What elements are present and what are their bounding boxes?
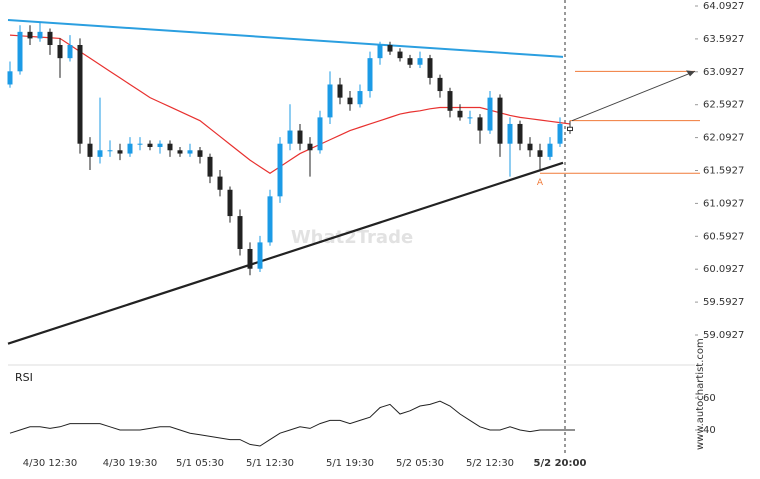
moving-average [9, 34, 571, 175]
candle-body [257, 242, 263, 269]
y-tick-label: 40 [703, 425, 716, 436]
candle-body [137, 143, 143, 145]
candle-body [227, 189, 233, 217]
candle-body [177, 150, 183, 154]
y-tick-label: 64.0927 [703, 1, 744, 12]
x-tick-label: 5/2 05:30 [396, 458, 444, 469]
support-line [7, 161, 564, 345]
candle-body [297, 130, 303, 144]
candle-body [537, 150, 543, 157]
candle-body [267, 196, 273, 243]
candle-body [467, 117, 473, 119]
candle-body [307, 143, 313, 151]
watermark: What2Trade [291, 227, 413, 248]
candle-body [57, 44, 63, 59]
candle-body [507, 123, 513, 144]
candle-body [447, 91, 453, 111]
candle-body [527, 143, 533, 151]
y-tick-label: 63.0927 [703, 67, 744, 78]
y-tick-label: 62.0927 [703, 133, 744, 144]
candle-body [477, 117, 483, 131]
y-tick-label: 59.5927 [703, 297, 744, 308]
candle-body [47, 31, 53, 45]
x-tick-label: 4/30 12:30 [23, 458, 77, 469]
candle-body [457, 110, 463, 118]
resistance-line [7, 18, 564, 58]
candle-body [167, 143, 173, 151]
x-tick-label: 5/1 05:30 [176, 458, 224, 469]
candle-body [337, 84, 343, 98]
forecast-arrow [571, 70, 696, 122]
candle-body [397, 51, 403, 59]
x-tick-label: 4/30 19:30 [103, 458, 157, 469]
candle-body [87, 143, 93, 157]
candle-body [247, 248, 253, 269]
y-tick-label: 61.5927 [703, 166, 744, 177]
candle-body [17, 31, 23, 72]
candle-body [147, 143, 153, 147]
candle-body [427, 58, 433, 78]
y-tick-label: 63.5927 [703, 34, 744, 45]
candle-body [387, 44, 393, 52]
candle-body [417, 58, 423, 65]
candle-body [27, 31, 33, 39]
candle-body [107, 150, 113, 152]
candle-body [197, 150, 203, 157]
candle-body [7, 71, 13, 85]
candle-body [547, 143, 553, 157]
candle-body [567, 126, 573, 132]
candle-body [77, 44, 83, 144]
pivot-label: A [537, 178, 544, 188]
candle-body [407, 58, 413, 65]
candle-body [517, 123, 523, 144]
candle-body [117, 150, 123, 154]
candle-body [327, 84, 333, 118]
candle-body [377, 44, 383, 59]
candle-body [287, 130, 293, 144]
y-tick-label: 62.5927 [703, 100, 744, 111]
candle-body [217, 176, 223, 190]
y-tick-label: 60 [703, 393, 716, 404]
y-tick-label: 59.0927 [703, 330, 744, 341]
candle-body [347, 97, 353, 105]
candle-body [357, 91, 363, 105]
x-tick-label: 5/1 12:30 [246, 458, 294, 469]
x-tick-label: 5/1 19:30 [326, 458, 374, 469]
candle-body [67, 44, 73, 59]
candle-body [187, 150, 193, 154]
candle-body [277, 143, 283, 197]
candle-body [157, 143, 163, 147]
candle-body [237, 216, 243, 249]
candle-body [37, 31, 43, 39]
candle-body [557, 123, 563, 144]
candle-body [497, 97, 503, 144]
rsi-title: RSI [15, 371, 33, 384]
rsi-line [9, 400, 570, 447]
candle-body [317, 117, 323, 151]
candle-body [437, 77, 443, 92]
candle-body [97, 150, 103, 157]
y-tick-label: 61.0927 [703, 198, 744, 209]
y-tick-label: 60.5927 [703, 231, 744, 242]
credit: www.autochartist.com [695, 338, 706, 450]
x-tick-label: 5/2 20:00 [534, 458, 587, 469]
y-tick-label: 60.0927 [703, 264, 744, 275]
candle-body [207, 156, 213, 177]
candle-body [487, 97, 493, 131]
candle-body [367, 58, 373, 92]
arrow-head [686, 70, 695, 77]
x-tick-label: 5/2 12:30 [466, 458, 514, 469]
candle-body [127, 143, 133, 154]
